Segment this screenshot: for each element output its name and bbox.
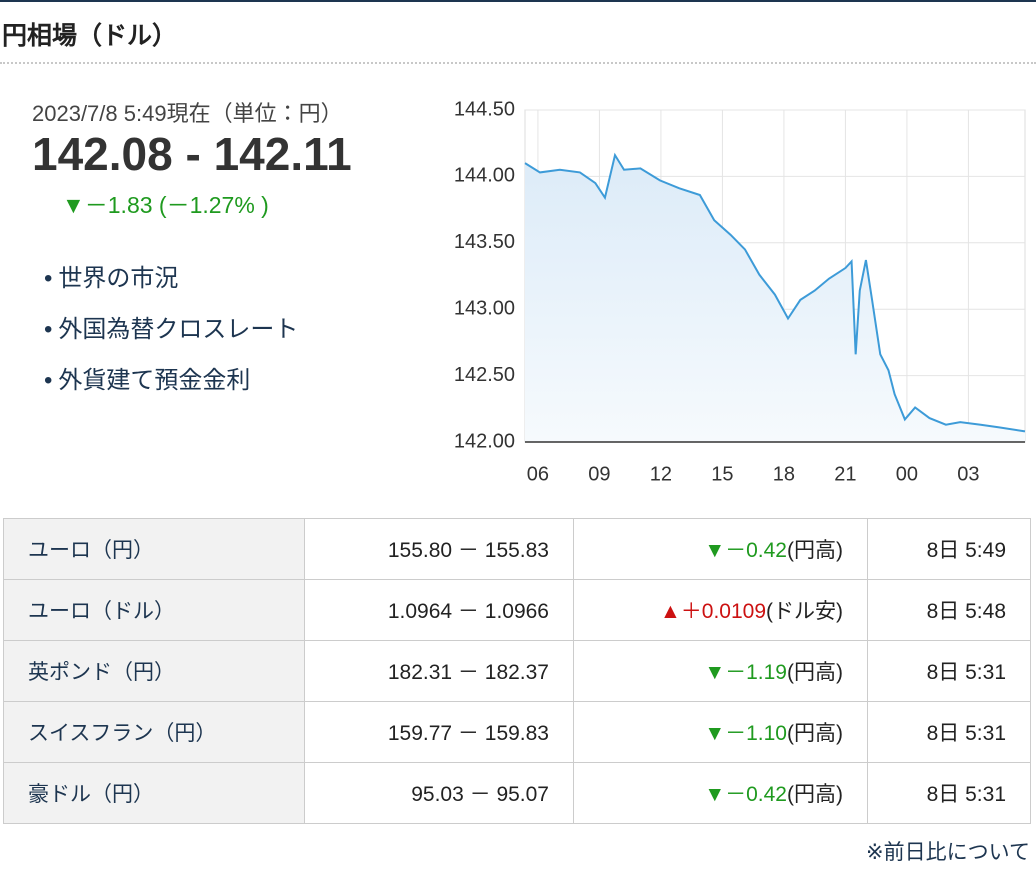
rate: 1.0964 － 1.0966	[304, 579, 574, 641]
change-value: ▲＋0.0109	[659, 600, 766, 623]
currency-name[interactable]: ユーロ（ドル）	[3, 579, 305, 641]
update-time: 8日 5:31	[867, 640, 1031, 702]
update-time: 8日 5:31	[867, 701, 1031, 763]
table-row: 豪ドル（円） 95.03 － 95.07 ▼－0.42(円高) 8日 5:31	[3, 762, 1031, 824]
link[interactable]: 世界の市況	[44, 258, 298, 309]
currency-name[interactable]: 英ポンド（円）	[3, 640, 305, 702]
x-tick-label: 03	[957, 463, 979, 485]
separator	[0, 62, 1036, 64]
x-tick-label: 12	[650, 463, 672, 485]
y-tick-label: 143.00	[454, 297, 515, 319]
x-tick-label: 06	[527, 463, 549, 485]
link[interactable]: 外貨建て預金金利	[44, 360, 298, 411]
change-note: (ドル安)	[766, 600, 843, 623]
y-tick-label: 142.50	[454, 364, 515, 386]
x-tick-label: 00	[896, 463, 918, 485]
change-cell: ▼－0.42(円高)	[573, 518, 868, 580]
rate: 182.31 － 182.37	[304, 640, 574, 702]
chart: 144.50 144.00 143.50 143.00 142.50 142.00 06 09…	[454, 98, 1026, 485]
table-row: スイスフラン（円） 159.77 － 159.83 ▼－1.10(円高) 8日 5:3…	[3, 701, 1031, 763]
change-value: ▼－1.10	[704, 722, 787, 745]
change-cell: ▼－1.10(円高)	[573, 701, 868, 763]
x-tick-label: 21	[834, 463, 856, 485]
table-row: 英ポンド（円） 182.31 － 182.37 ▼－1.19(円高) 8日 5:31	[3, 640, 1031, 702]
change-cell: ▲＋0.0109(ドル安)	[573, 579, 868, 641]
link[interactable]: 外国為替クロスレート	[44, 309, 298, 360]
currency-name[interactable]: ユーロ（円）	[3, 518, 305, 580]
y-tick-label: 144.50	[454, 98, 515, 120]
rate-table: ユーロ（円） 155.80 － 155.83 ▼－0.42(円高) 8日 5:49 ユー…	[3, 518, 1031, 824]
y-tick-label: 144.00	[454, 165, 515, 187]
footnote-link[interactable]: ※前日比について	[866, 841, 1030, 864]
table-row: ユーロ（ドル） 1.0964 － 1.0966 ▲＋0.0109(ドル安) 8日 5:…	[3, 579, 1031, 641]
table-row: ユーロ（円） 155.80 － 155.83 ▼－0.42(円高) 8日 5:49	[3, 518, 1031, 580]
x-tick-label: 09	[588, 463, 610, 485]
update-time: 8日 5:48	[867, 579, 1031, 641]
update-time: 8日 5:49	[867, 518, 1031, 580]
rate: 159.77 － 159.83	[304, 701, 574, 763]
change-note: (円高)	[787, 722, 843, 745]
x-tick-label: 15	[711, 463, 733, 485]
change-value: ▼－1.19	[704, 661, 787, 684]
y-tick-label: 143.50	[454, 231, 515, 253]
y-tick-label: 142.00	[454, 430, 515, 452]
change-note: (円高)	[787, 539, 843, 562]
price-line	[524, 152, 1026, 433]
change-cell: ▼－0.42(円高)	[573, 762, 868, 824]
change-note: (円高)	[787, 661, 843, 684]
currency-name[interactable]: スイスフラン（円）	[3, 701, 305, 763]
change-cell: ▼－1.19(円高)	[573, 640, 868, 702]
top-border	[0, 0, 1036, 2]
x-tick-label: 18	[773, 463, 795, 485]
link-list: 世界の市況外国為替クロスレート外貨建て預金金利	[44, 258, 298, 411]
change-value: ▼－0.42	[704, 783, 787, 806]
update-time: 8日 5:31	[867, 762, 1031, 824]
page-title: 円相場（ドル）	[2, 22, 178, 50]
change-value: ▼－0.42	[704, 539, 787, 562]
timestamp: 2023/7/8 5:49現在（単位：円）	[32, 101, 343, 126]
area	[525, 155, 1025, 442]
currency-name[interactable]: 豪ドル（円）	[3, 762, 305, 824]
change-note: (円高)	[787, 783, 843, 806]
price: 142.08 - 142.11	[32, 128, 352, 180]
rate: 155.80 － 155.83	[304, 518, 574, 580]
rate: 95.03 － 95.07	[304, 762, 574, 824]
price-change: ▼－1.83 (－1.27% )	[62, 192, 269, 218]
